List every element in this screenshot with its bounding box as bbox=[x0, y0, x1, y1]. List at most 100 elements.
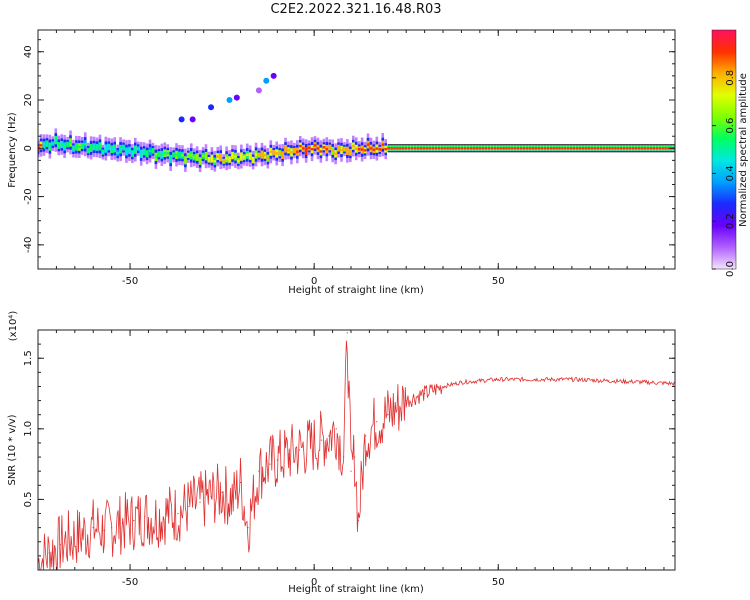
spectrogram-cell bbox=[493, 147, 496, 150]
snr-xlabel: Height of straight line (km) bbox=[288, 584, 424, 595]
spectrogram-cell bbox=[334, 152, 337, 156]
spectrogram-cell bbox=[240, 155, 243, 158]
snr-data-point bbox=[210, 495, 212, 498]
spectrogram-cell bbox=[160, 153, 164, 156]
spectrogram-cell bbox=[455, 147, 458, 150]
spectrogram-blob bbox=[189, 116, 196, 123]
snr-axis-ticks: -50 0 50 0.5 1.0 1.5 bbox=[23, 330, 675, 588]
spectrogram-cell bbox=[54, 138, 58, 142]
snr-data-point bbox=[269, 463, 271, 465]
spectrogram-cell bbox=[51, 142, 55, 145]
spectrogram-cell bbox=[263, 154, 267, 157]
spectrogram-cell bbox=[578, 147, 582, 150]
spectrogram-cell bbox=[128, 149, 131, 152]
spectrogram-cell bbox=[86, 149, 90, 152]
colorbar: 0.0 0.2 0.4 0.6 0.8 Normalized spectral ampl… bbox=[711, 29, 749, 277]
spectrogram-blob bbox=[208, 104, 215, 111]
snr-data-point bbox=[343, 456, 345, 458]
spectrogram-cell bbox=[39, 144, 43, 147]
spectrogram-cell bbox=[484, 147, 488, 150]
snr-data-point bbox=[92, 527, 94, 529]
spectrogram-cell bbox=[646, 147, 650, 150]
colorbar-label: Normalized spectral amplitude bbox=[738, 73, 749, 227]
colorbar-tick-label: 0.2 bbox=[725, 213, 736, 229]
spectrogram-cell bbox=[139, 152, 143, 156]
spectrogram-cell bbox=[366, 143, 370, 146]
spectrogram-frame bbox=[37, 29, 676, 270]
spectrogram-cell bbox=[422, 147, 426, 150]
spectrogram-cell bbox=[652, 147, 656, 150]
snr-data-point bbox=[122, 522, 124, 525]
snr-multiplier: (x10⁴) bbox=[8, 311, 19, 342]
spectrogram-cell bbox=[340, 148, 343, 152]
spectrogram-cell bbox=[38, 147, 40, 151]
spectrogram-cell bbox=[587, 147, 591, 150]
spectrogram-cell bbox=[472, 147, 476, 150]
spectrogram-ytick-label: 0 bbox=[23, 145, 34, 151]
spectrogram-cell bbox=[564, 147, 567, 150]
spectrogram-cell bbox=[269, 150, 273, 153]
spectrogram-cell bbox=[620, 147, 623, 150]
spectrogram-cell bbox=[443, 147, 446, 150]
spectrogram-cell bbox=[328, 146, 332, 149]
spectrogram-cell bbox=[481, 147, 485, 150]
spectrogram-cell bbox=[275, 152, 278, 155]
colorbar-tick-label: 0.0 bbox=[725, 261, 736, 277]
snr-xtick-label: -50 bbox=[122, 577, 138, 588]
snr-data-point bbox=[155, 517, 157, 519]
spectrogram-cell bbox=[513, 147, 517, 150]
spectrogram-cell bbox=[301, 147, 305, 150]
spectrogram-cell bbox=[596, 147, 600, 150]
spectrogram-cell bbox=[590, 147, 594, 150]
spectrogram-cell bbox=[166, 152, 170, 155]
spectrogram-blob bbox=[178, 116, 185, 123]
spectrogram-cell bbox=[640, 147, 644, 150]
spectrogram-cell bbox=[540, 147, 544, 150]
spectrogram-cell bbox=[284, 147, 287, 150]
spectrogram-blob bbox=[263, 77, 270, 84]
spectrogram-cell bbox=[593, 147, 597, 150]
spectrogram-cell bbox=[378, 148, 382, 151]
spectrogram-cell bbox=[631, 147, 635, 150]
spectrogram-cell bbox=[390, 147, 393, 150]
spectrogram-cell bbox=[625, 147, 629, 150]
spectrogram-cell bbox=[151, 149, 155, 153]
snr-data-point bbox=[534, 378, 536, 381]
spectrogram-cell bbox=[419, 147, 423, 150]
spectrogram-cell bbox=[172, 153, 175, 157]
snr-data-point bbox=[365, 435, 367, 437]
spectrogram-cell bbox=[402, 147, 405, 150]
spectrogram-cell bbox=[298, 144, 302, 148]
snr-ytick-label: 0.5 bbox=[23, 491, 34, 507]
spectrogram-cell bbox=[116, 151, 119, 155]
spectrogram-cell bbox=[181, 154, 184, 157]
spectrogram-cell bbox=[372, 148, 376, 152]
spectrogram-cell bbox=[357, 148, 361, 151]
spectrogram-cell bbox=[107, 145, 111, 149]
snr-data-point bbox=[276, 459, 278, 461]
spectrogram-cell bbox=[66, 143, 69, 146]
spectrogram-cell bbox=[399, 147, 402, 150]
snr-data-point bbox=[479, 380, 481, 382]
snr-data-point bbox=[608, 380, 610, 382]
spectrogram-cell bbox=[92, 145, 96, 149]
spectrogram-cell bbox=[428, 147, 432, 150]
spectrogram-cell bbox=[98, 145, 102, 148]
spectrogram-cell bbox=[42, 143, 46, 147]
snr-data-point bbox=[335, 428, 337, 430]
spectrogram-cell bbox=[661, 147, 664, 150]
spectrogram-cell bbox=[549, 147, 552, 150]
spectrogram-cell bbox=[228, 158, 231, 161]
spectrogram-cell bbox=[278, 151, 281, 155]
spectrogram-cell bbox=[296, 150, 299, 153]
spectrogram-cell bbox=[63, 145, 66, 148]
spectrogram-cell bbox=[343, 147, 346, 151]
spectrogram-cell bbox=[475, 147, 479, 150]
spectrogram-cell bbox=[313, 144, 317, 147]
spectrogram-cell bbox=[316, 147, 320, 150]
spectrogram-cell bbox=[337, 146, 340, 150]
spectrogram-cell bbox=[525, 147, 529, 150]
spectrogram-cell bbox=[192, 156, 196, 159]
colorbar-tick-label: 0.4 bbox=[725, 165, 736, 181]
